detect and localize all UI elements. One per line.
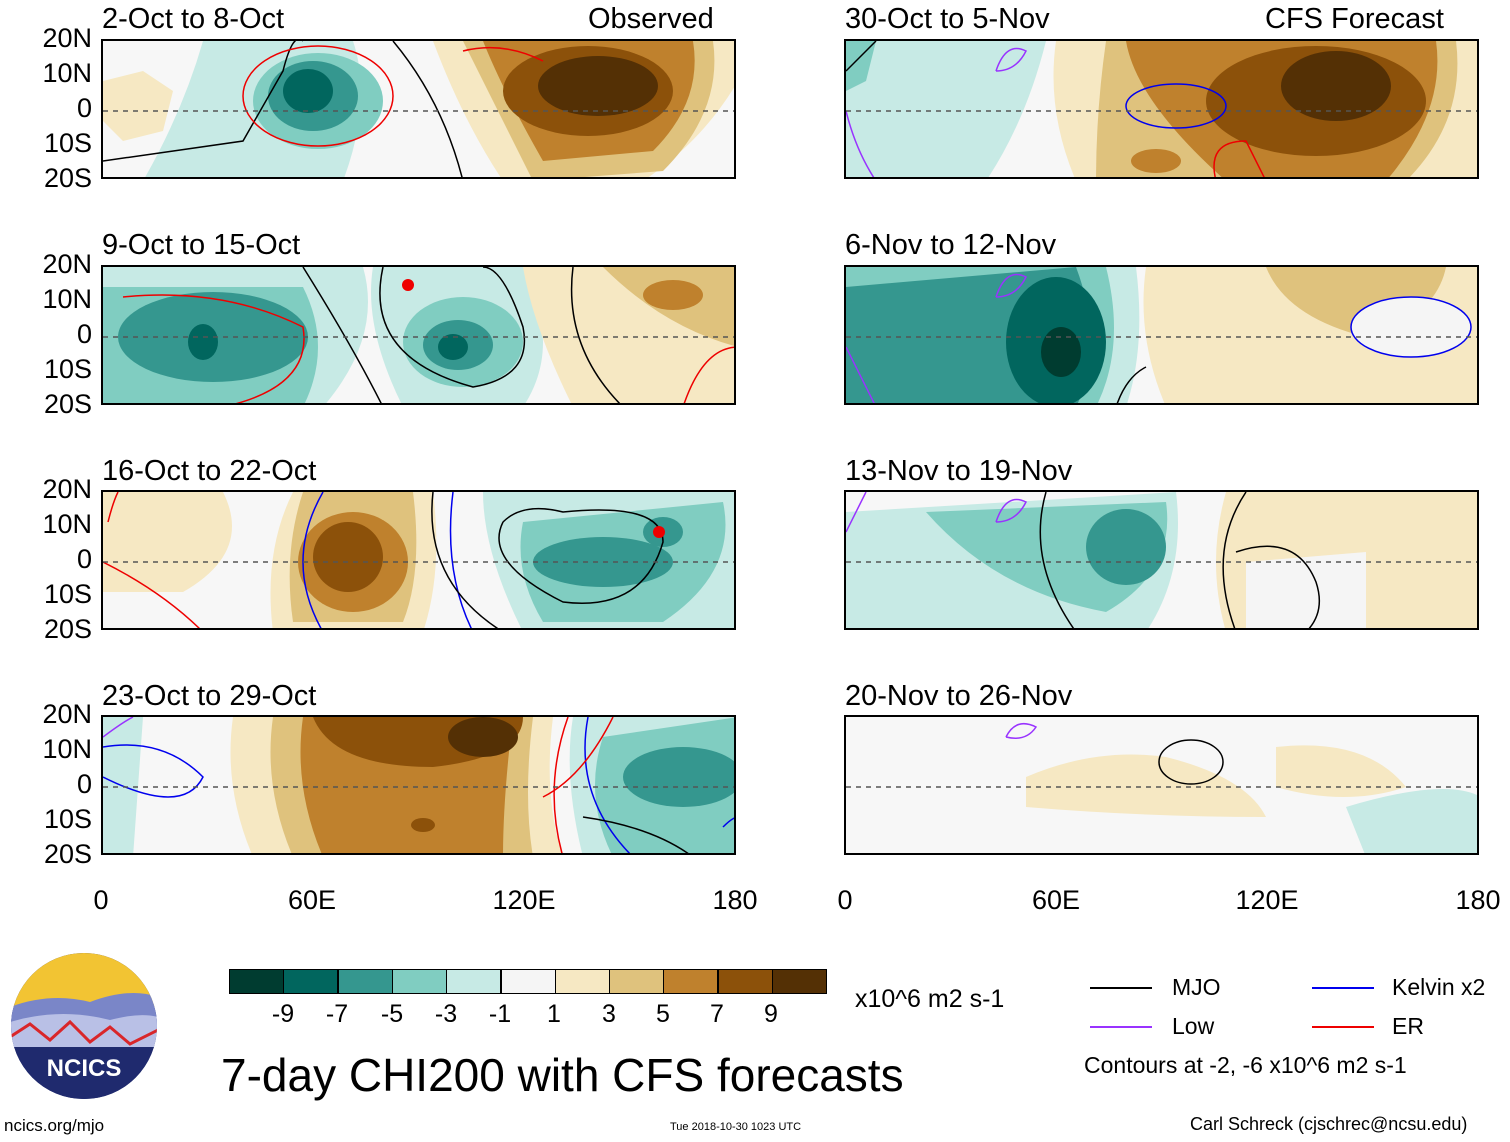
footer-timestamp: Tue 2018-10-30 1023 UTC	[670, 1121, 802, 1133]
legend-mjo-label: MJO	[1172, 974, 1221, 1000]
footer-credit: Carl Schreck (cjschrec@ncsu.edu)	[1190, 1114, 1468, 1134]
legend-low-label: Low	[1172, 1013, 1215, 1039]
map-panel-oct16	[101, 490, 736, 630]
panel-title: 20-Nov to 26-Nov	[845, 680, 1073, 712]
logo-text: NCICS	[47, 1055, 122, 1082]
panel-title: 30-Oct to 5-Nov	[845, 3, 1050, 35]
colorbar-swatch	[446, 969, 502, 994]
map-panel-nov06	[844, 265, 1479, 405]
colorbar-units: x10^6 m2 s-1	[855, 985, 1005, 1013]
legend-kelvin-line	[1312, 987, 1374, 989]
colorbar-swatch	[337, 969, 393, 994]
main-title: 7-day CHI200 with CFS forecasts	[221, 1049, 904, 1101]
panel-title: 16-Oct to 22-Oct	[102, 455, 317, 487]
colorbar-swatch	[391, 969, 447, 994]
colorbar-swatch	[500, 969, 556, 994]
colorbar-swatch	[229, 969, 284, 994]
panel-title: 13-Nov to 19-Nov	[845, 455, 1073, 487]
contours-note: Contours at -2, -6 x10^6 m2 s-1	[1084, 1052, 1407, 1078]
colorbar-swatch	[554, 969, 610, 994]
colorbar-swatch	[609, 969, 665, 994]
ncics-logo: NCICS	[10, 952, 158, 1100]
colorbar-swatch	[772, 969, 827, 994]
map-panel-oct09	[101, 265, 736, 405]
cfs-forecast-tag: CFS Forecast	[1265, 3, 1444, 35]
panel-title: 23-Oct to 29-Oct	[102, 680, 317, 712]
colorbar-swatch	[663, 969, 719, 994]
map-panel-oct23	[101, 715, 736, 855]
legend-er-label: ER	[1392, 1013, 1424, 1039]
map-panel-nov13	[844, 490, 1479, 630]
panel-title: 2-Oct to 8-Oct	[102, 3, 285, 35]
panel-title: 6-Nov to 12-Nov	[845, 229, 1057, 261]
map-panel-nov20	[844, 715, 1479, 855]
observed-tag: Observed	[588, 3, 714, 35]
colorbar-swatch	[717, 969, 773, 994]
footer-url[interactable]: ncics.org/mjo	[4, 1116, 105, 1135]
colorbar-swatch	[283, 969, 339, 994]
map-panel-oct02	[101, 39, 736, 179]
legend-mjo-line	[1090, 987, 1152, 989]
legend-kelvin-label: Kelvin x2	[1392, 974, 1486, 1000]
panel-title: 9-Oct to 15-Oct	[102, 229, 301, 261]
legend-low-line	[1090, 1026, 1152, 1028]
map-panel-oct30	[844, 39, 1479, 179]
legend-er-line	[1312, 1026, 1374, 1028]
